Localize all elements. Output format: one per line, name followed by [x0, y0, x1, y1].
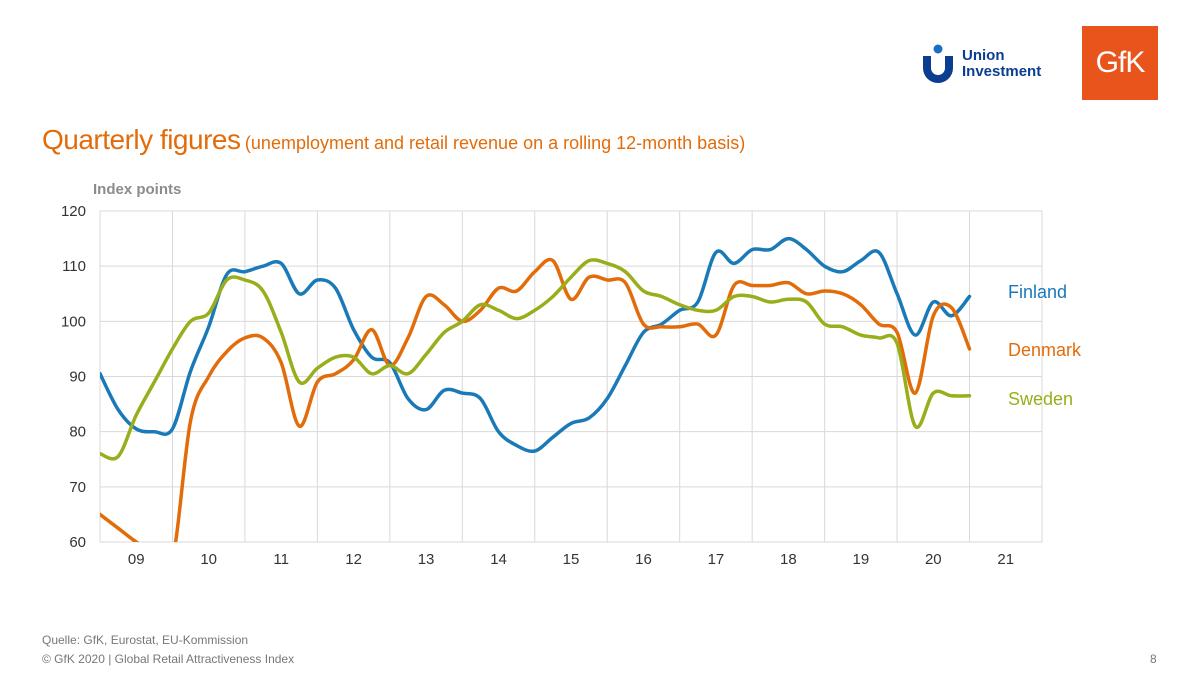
series-label-sweden: Sweden	[1008, 389, 1073, 409]
title-main: Quarterly figures	[42, 124, 241, 155]
x-tick-label: 18	[780, 551, 797, 568]
union-investment-logo: Union Investment	[920, 42, 1060, 88]
y-tick-label: 70	[69, 479, 86, 496]
x-tick-label: 20	[925, 551, 942, 568]
y-tick-label: 120	[61, 203, 86, 220]
union-investment-icon	[923, 44, 953, 83]
y-axis-title: Index points	[93, 181, 181, 198]
x-tick-label: 11	[273, 551, 289, 568]
union-logo-line2: Investment	[962, 63, 1042, 80]
x-tick-label: 14	[490, 551, 507, 568]
series-label-denmark: Denmark	[1008, 340, 1082, 360]
x-tick-label: 15	[563, 551, 580, 568]
y-tick-label: 60	[69, 534, 86, 551]
x-tick-label: 10	[200, 551, 217, 568]
series-line-finland	[100, 236, 972, 454]
x-tick-label: 17	[708, 551, 725, 568]
page-title: Quarterly figures (unemployment and reta…	[42, 124, 745, 156]
y-tick-label: 80	[69, 424, 86, 441]
x-tick-label: 09	[128, 551, 145, 568]
title-subtitle: (unemployment and retail revenue on a ro…	[244, 133, 746, 153]
x-tick-label: 19	[853, 551, 870, 568]
x-tick-label: 13	[418, 551, 435, 568]
line-chart: 60 70 80 90 100 110 120 09 10 11 12 13 14 15 16 17 18 19 2…	[61, 181, 1082, 568]
copyright-note: © GfK 2020 | Global Retail Attractivenes…	[42, 652, 295, 666]
x-tick-label: 12	[345, 551, 362, 568]
union-logo-line1: Union	[962, 47, 1005, 64]
y-tick-label: 100	[61, 313, 86, 330]
y-tick-label: 110	[62, 258, 86, 275]
x-tick-label: 21	[997, 551, 1014, 568]
source-note: Quelle: GfK, Eurostat, EU-Kommission	[42, 633, 249, 647]
series-line-sweden	[100, 258, 972, 461]
page-number: 8	[1150, 652, 1157, 666]
series-line-denmark	[100, 257, 972, 542]
y-tick-label: 90	[69, 369, 86, 386]
gfk-logo: GfK	[1082, 26, 1158, 100]
series-label-finland: Finland	[1008, 282, 1067, 302]
x-tick-label: 16	[635, 551, 652, 568]
